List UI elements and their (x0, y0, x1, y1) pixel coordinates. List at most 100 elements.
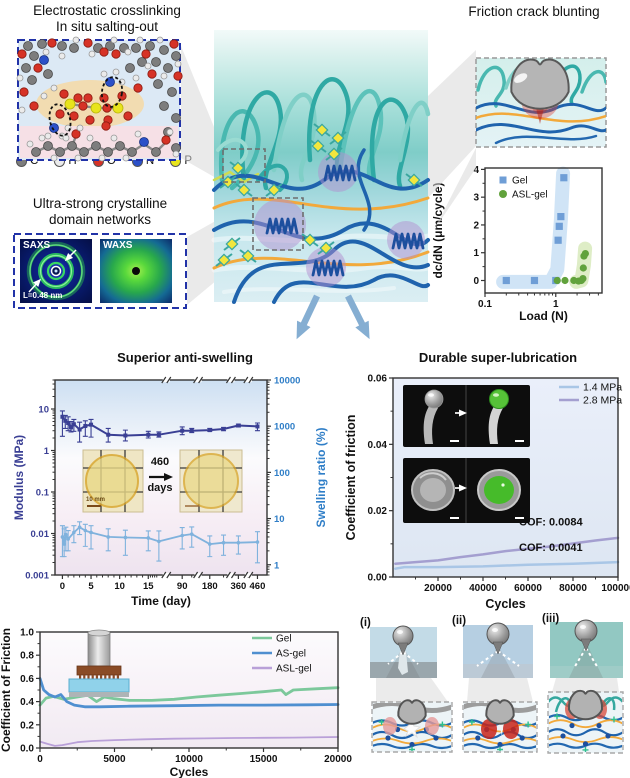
svg-text:COF: 0.0084: COF: 0.0084 (519, 517, 583, 529)
svg-text:40000: 40000 (469, 583, 497, 594)
svg-text:180: 180 (202, 581, 218, 592)
svg-text:5000: 5000 (103, 754, 126, 765)
svg-text:80000: 80000 (559, 583, 587, 594)
saxs-label: SAXS (23, 240, 51, 251)
svg-text:Coefficient of friction: Coefficient of friction (344, 415, 358, 541)
svg-text:0.04: 0.04 (368, 440, 388, 451)
electrostatic-title-line1: Electrostatic crosslinking (33, 3, 181, 18)
svg-text:0.06: 0.06 (368, 374, 388, 385)
atom-o-label: O (106, 155, 116, 167)
svg-text:Swelling ratio (%): Swelling ratio (%) (314, 427, 328, 527)
atom-legend-item: N (131, 155, 155, 168)
svg-text:10: 10 (38, 405, 49, 416)
svg-text:dc/dN (μm/cycle): dc/dN (μm/cycle) (431, 182, 445, 278)
svg-text:Cycles: Cycles (170, 765, 209, 778)
atom-legend-item: P (170, 155, 192, 168)
svg-text:0: 0 (37, 754, 43, 765)
svg-text:10: 10 (114, 581, 125, 592)
svg-text:20000: 20000 (424, 583, 452, 594)
svg-text:1000: 1000 (274, 422, 295, 433)
svg-text:1: 1 (44, 446, 50, 457)
atom-legend-item: C (16, 155, 38, 168)
crack-blunting-title: Friction crack blunting (468, 4, 600, 19)
svg-text:0.4: 0.4 (20, 697, 34, 708)
svg-text:Time (day): Time (day) (131, 594, 191, 608)
saxs-annotation: L=0.48 nm (23, 291, 63, 300)
molecular-structure-panel (16, 36, 183, 162)
atom-n-label: N (145, 155, 155, 167)
svg-text:0.0: 0.0 (20, 744, 34, 755)
waxs-label: WAXS (103, 240, 133, 251)
atom-p-label: P (184, 155, 192, 167)
crack-growth-chart: 0.1 1 0 1 2 3 4 Load (N) dc/dN (μm/cycle) Gel ASL-… (431, 165, 603, 323)
atom-c-dot (16, 156, 27, 168)
svg-text:Cycles: Cycles (485, 597, 525, 611)
svg-text:60000: 60000 (514, 583, 542, 594)
atom-legend: C H O N P (16, 155, 192, 168)
svg-text:COF: 0.0041: COF: 0.0041 (519, 542, 583, 554)
svg-text:10000: 10000 (274, 376, 300, 387)
svg-text:Gel: Gel (276, 634, 292, 645)
mechanism-panels (370, 619, 624, 754)
svg-text:ASL-gel: ASL-gel (512, 190, 548, 201)
svg-text:10000: 10000 (175, 754, 203, 765)
svg-text:0: 0 (60, 581, 65, 592)
atom-p-dot (170, 156, 182, 168)
svg-text:ASL-gel: ASL-gel (276, 664, 312, 675)
svg-text:AS-gel: AS-gel (276, 649, 306, 660)
svg-text:10: 10 (274, 514, 285, 525)
svg-text:90: 90 (177, 581, 188, 592)
svg-text:0.8: 0.8 (20, 651, 34, 662)
svg-text:360: 360 (230, 581, 246, 592)
svg-text:1: 1 (274, 560, 280, 571)
svg-text:4: 4 (473, 165, 479, 176)
svg-text:Load (N): Load (N) (519, 309, 568, 323)
crystalline-title-line1: Ultra-strong crystalline (32, 196, 168, 211)
atom-legend-item: H (54, 155, 77, 168)
svg-text:0.6: 0.6 (20, 674, 34, 685)
chart-axes-layer: 0 5 10 15 90 180 360 460 10 1 0.1 0.01 0.001 10000 100… (12, 376, 328, 609)
chart-plot-layer (55, 380, 267, 575)
svg-text:Gel: Gel (512, 176, 528, 187)
inset-duration-unit: days (147, 482, 173, 494)
atom-h-dot (54, 156, 66, 168)
crack-blunting-illustration (475, 57, 607, 148)
salt-bridge-highlights (48, 76, 124, 137)
svg-text:0.1: 0.1 (36, 488, 50, 499)
svg-text:100: 100 (274, 468, 290, 479)
friction-cycles-chart: 0 5000 10000 15000 20000 0.0 0.2 0.4 0.6 0.8 1.0 Cy… (0, 628, 352, 778)
svg-text:Coefficient of Friction: Coefficient of Friction (0, 628, 13, 752)
svg-text:20000: 20000 (324, 754, 352, 765)
zoom-highlight-boxes (222, 148, 304, 251)
chart-plot-layer (485, 166, 602, 293)
svg-text:2: 2 (473, 220, 479, 231)
svg-text:Modulus (MPa): Modulus (MPa) (12, 435, 26, 520)
inset-scalebar-label: 10 mm (86, 497, 106, 503)
anti-swelling-title: Superior anti-swelling (117, 350, 253, 365)
atom-h-label: H (68, 155, 77, 167)
mechanism-label-i: (i) (360, 617, 371, 629)
svg-text:1: 1 (473, 248, 479, 259)
svg-text:5: 5 (88, 581, 94, 592)
anti-swelling-chart: 0 5 10 15 90 180 360 460 10 1 0.1 0.01 0.001 10000 100… (12, 376, 328, 609)
svg-text:0: 0 (473, 276, 479, 287)
chart-plot-layer (393, 378, 620, 577)
svg-text:15: 15 (143, 581, 154, 592)
down-arrows (296, 294, 370, 340)
atom-legend-item: O (92, 155, 116, 168)
atom-c-label: C (30, 155, 39, 167)
svg-text:0.001: 0.001 (25, 571, 49, 582)
inset-duration-value: 460 (150, 456, 170, 468)
svg-text:460: 460 (250, 581, 266, 592)
svg-text:1: 1 (553, 299, 559, 310)
svg-text:1.4 MPa: 1.4 MPa (583, 382, 622, 394)
svg-text:2.8 MPa: 2.8 MPa (583, 395, 622, 407)
svg-text:3: 3 (473, 193, 479, 204)
mechanism-label-iii: (iii) (542, 613, 560, 625)
atom-n-dot (131, 156, 143, 168)
svg-text:15000: 15000 (250, 754, 278, 765)
